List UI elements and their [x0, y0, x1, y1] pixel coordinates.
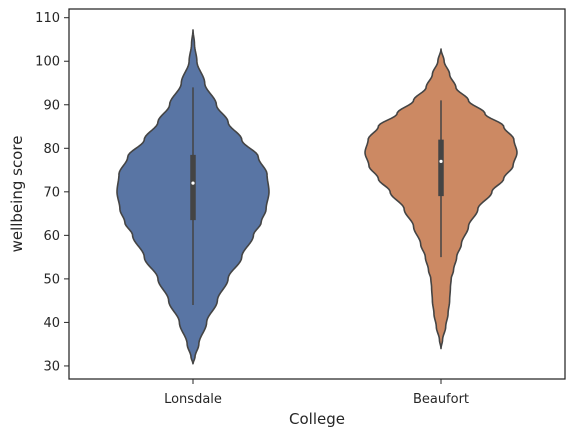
x-axis-label: College	[289, 410, 345, 428]
x-axis-ticks: Lonsdale Beaufort	[164, 379, 469, 407]
median-point-beaufort	[439, 159, 443, 163]
violins-layer	[116, 29, 518, 365]
y-tick-label: 50	[43, 272, 60, 287]
box-inner-layer	[190, 87, 444, 305]
y-tick-label: 70	[43, 185, 60, 200]
y-axis-label: wellbeing score	[8, 136, 26, 253]
x-tick-label-beaufort: Beaufort	[413, 392, 469, 407]
y-tick-label: 100	[35, 55, 60, 70]
y-tick-label: 90	[43, 98, 60, 113]
y-axis-ticks: 30 40 50 60 70 80 90 100 110	[35, 11, 69, 374]
x-tick-label-lonsdale: Lonsdale	[164, 392, 222, 407]
y-tick-label: 80	[43, 142, 60, 157]
median-point-lonsdale	[191, 181, 195, 185]
plot-frame	[68, 8, 566, 380]
y-tick-label: 60	[43, 229, 60, 244]
y-tick-label: 30	[43, 359, 60, 374]
y-tick-label: 110	[35, 11, 60, 26]
y-tick-label: 40	[43, 316, 60, 331]
